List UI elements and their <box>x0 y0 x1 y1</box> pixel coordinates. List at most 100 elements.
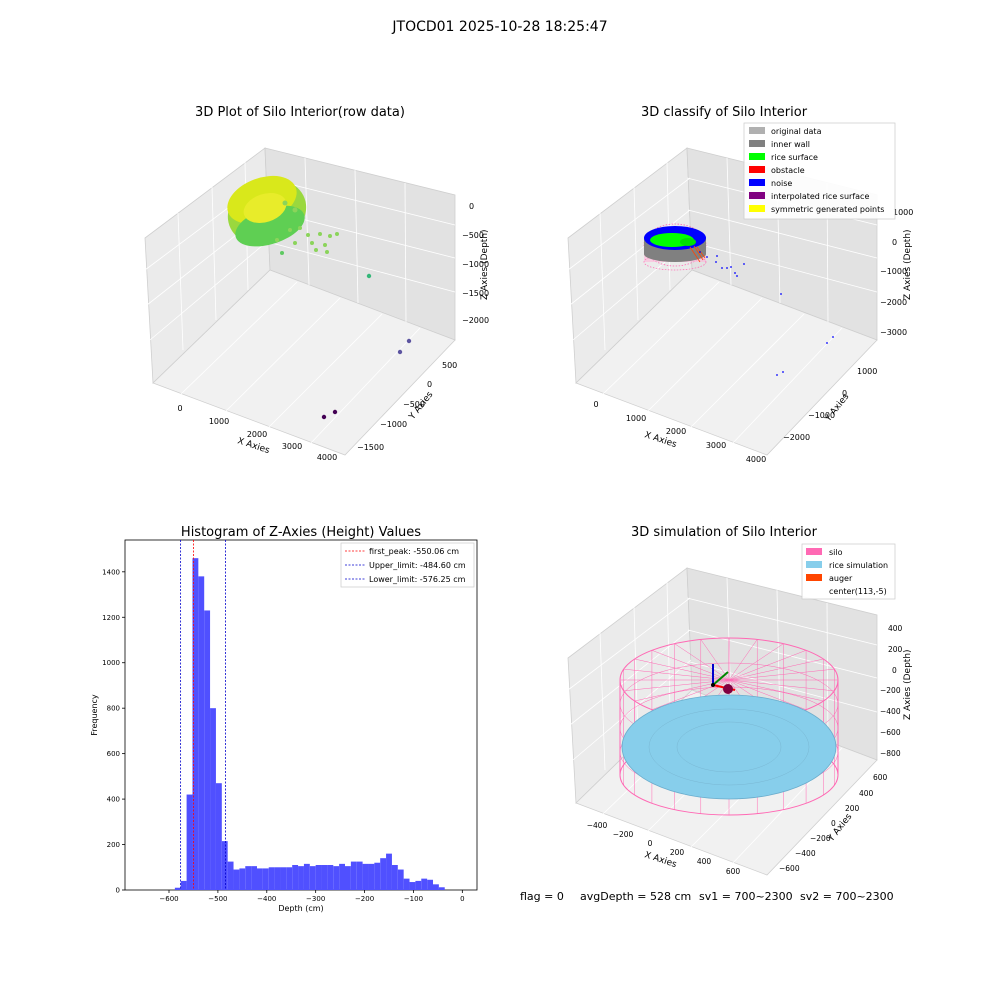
hist-ytick-label: 1000 <box>102 659 120 667</box>
hist-bar <box>315 865 322 890</box>
hist-ytick-label: 400 <box>107 796 120 804</box>
silo-spoke <box>728 658 824 681</box>
p2-point-cloud <box>643 223 834 376</box>
hist-ytick-label: 200 <box>107 841 120 849</box>
hist-xtick-label: 0 <box>460 895 464 903</box>
panel1-3d-box: 0 1000 2000 3000 4000 500 0 −500 −1000 −… <box>144 147 490 462</box>
p2-ytick: −1000 <box>808 411 835 420</box>
hist-bar <box>327 865 334 890</box>
hist-bar <box>239 868 246 890</box>
hist-bar <box>403 878 410 890</box>
p2-xtick: 1000 <box>626 414 646 423</box>
status-sv1: sv1 = 700~2300 <box>699 890 793 903</box>
silo-spoke <box>728 679 824 702</box>
p2-legend-entry: obstacle <box>771 166 805 175</box>
p4-ztick: −400 <box>880 707 901 716</box>
p4-auger-axes <box>711 664 736 694</box>
p1-point-cloud <box>227 175 412 420</box>
p2-ztick: −1000 <box>880 267 907 276</box>
p2-legend-entry: inner wall <box>771 140 810 149</box>
figure-suptitle: JTOCD01 2025-10-28 18:25:47 <box>391 19 607 35</box>
p4-xtick: 600 <box>726 867 741 876</box>
hist-bar <box>298 866 304 890</box>
hist-vlines <box>180 540 226 890</box>
p1-ztick: 0 <box>469 202 474 211</box>
p2-ztick: 1000 <box>893 208 913 217</box>
hist-bar <box>421 878 428 890</box>
hist-bar <box>374 862 381 890</box>
p4-ytick: 400 <box>859 789 874 798</box>
hist-bar <box>204 610 211 890</box>
p1-xtick: 4000 <box>317 453 337 462</box>
hist-bar <box>415 880 422 890</box>
silo-spoke <box>623 668 730 681</box>
hist-bar <box>409 882 416 890</box>
status-avg-depth: avgDepth = 528 cm <box>580 890 691 903</box>
p4-xtick: 0 <box>648 839 653 848</box>
hist-ytick-label: 800 <box>107 705 120 713</box>
p1-ytick: −500 <box>403 400 425 409</box>
status-line: flag = 0 avgDepth = 528 cm sv1 = 700~230… <box>520 890 894 903</box>
p2-ytick: −2000 <box>783 433 810 442</box>
hist-bar <box>227 861 234 890</box>
hist-legend-entry: Upper_limit: -484.60 cm <box>369 561 466 570</box>
p1-xtick: 3000 <box>282 442 302 451</box>
hist-legend: first_peak: -550.06 cm Upper_limit: -484… <box>340 542 475 588</box>
hist-ytick-label: 1400 <box>102 568 120 576</box>
p2-xtick: 2000 <box>666 427 686 436</box>
hist-xtick-label: −400 <box>257 895 276 903</box>
hist-bar <box>339 863 345 890</box>
p1-ztick: −2000 <box>462 316 489 325</box>
hist-bar <box>215 783 222 890</box>
hist-bar <box>251 866 257 890</box>
hist-bar <box>221 841 228 890</box>
p1-zlabel: Z Axies (Depth) <box>480 229 490 300</box>
p4-ytick: −200 <box>810 834 831 843</box>
hist-bar <box>186 794 193 890</box>
panel1-title: 3D Plot of Silo Interior(row data) <box>195 105 405 120</box>
p2-ztick: −3000 <box>880 328 907 337</box>
hist-bar <box>397 869 404 890</box>
hist-ytick-label: 1200 <box>102 614 120 622</box>
hist-bar <box>210 708 216 890</box>
p2-legend-entry: symmetric generated points <box>771 205 884 214</box>
p4-ztick: 400 <box>888 624 903 633</box>
hist-y-ticks: 0 200 400 600 800 1000 1200 1400 <box>102 568 125 895</box>
p1-ytick: 0 <box>427 380 432 389</box>
p1-ytick: 500 <box>442 361 457 370</box>
status-flag: flag = 0 <box>520 890 564 903</box>
p4-legend: silo rice simulation auger center(113,-5… <box>801 543 896 600</box>
hist-xtick-label: −600 <box>159 895 178 903</box>
hist-bar <box>174 887 181 890</box>
hist-bar <box>438 887 445 890</box>
hist-bar <box>333 866 340 890</box>
hist-bar <box>386 853 392 890</box>
p1-ztick: −500 <box>462 231 484 240</box>
p4-rice-simulation <box>621 694 837 800</box>
hist-bars <box>174 558 445 890</box>
p4-ztick: 200 <box>888 645 903 654</box>
hist-bar <box>245 866 252 890</box>
hist-bar <box>345 866 351 890</box>
p1-ztick: −1000 <box>462 260 489 269</box>
p2-ztick: 0 <box>892 238 897 247</box>
silo-spoke <box>728 668 835 681</box>
p1-ytick: −1500 <box>357 443 384 452</box>
p4-ytick: 0 <box>831 819 836 828</box>
p4-xtick: 200 <box>670 848 685 857</box>
hist-bar <box>198 576 205 890</box>
p4-xtick: 400 <box>697 857 712 866</box>
p4-ytick: 200 <box>845 804 860 813</box>
p4-zlabel: Z Axies (Depth) <box>903 649 913 720</box>
hist-bar <box>368 863 375 890</box>
hist-ylabel: Frequency <box>90 694 99 736</box>
silo-spoke <box>728 679 835 692</box>
silo-spoke <box>700 639 730 681</box>
panel-simulation: 3D simulation of Silo Interior −400 −200… <box>567 525 913 876</box>
p1-xtick: 0 <box>177 404 182 413</box>
p4-legend-entry: center(113,-5) <box>829 587 887 596</box>
hist-xtick-label: −500 <box>208 895 227 903</box>
hist-bar <box>362 863 369 890</box>
hist-bar <box>292 865 299 890</box>
hist-bar <box>427 879 433 890</box>
